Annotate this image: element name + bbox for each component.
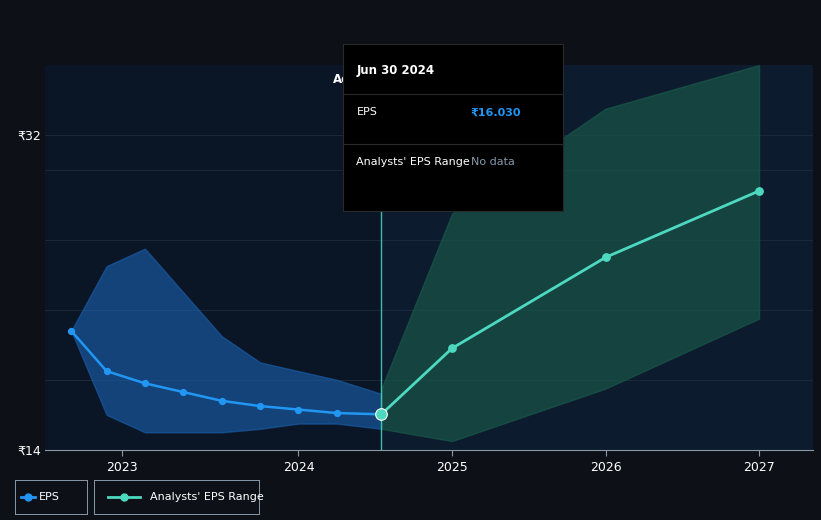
Point	[753, 187, 766, 195]
Point	[254, 402, 267, 410]
Point	[292, 406, 305, 414]
Point	[446, 344, 459, 353]
Point	[117, 493, 131, 501]
Point	[599, 253, 612, 262]
Point	[65, 327, 78, 335]
Point	[139, 379, 152, 387]
Text: Actual: Actual	[333, 73, 375, 86]
Text: Analysts Forecasts: Analysts Forecasts	[388, 73, 498, 86]
Point	[330, 409, 343, 417]
Point	[100, 367, 113, 375]
Text: Analysts' EPS Range: Analysts' EPS Range	[150, 492, 264, 502]
Text: EPS: EPS	[39, 492, 60, 502]
Bar	[45, 65, 382, 450]
Point	[215, 397, 228, 405]
Text: Analysts' EPS Range: Analysts' EPS Range	[356, 158, 470, 167]
Text: ₹16.030: ₹16.030	[470, 108, 521, 118]
Text: No data: No data	[470, 158, 515, 167]
Point	[177, 388, 190, 396]
Point	[375, 410, 388, 419]
Point	[21, 493, 34, 501]
Text: Jun 30 2024: Jun 30 2024	[356, 64, 434, 77]
Point	[375, 410, 388, 419]
Text: EPS: EPS	[356, 108, 378, 118]
